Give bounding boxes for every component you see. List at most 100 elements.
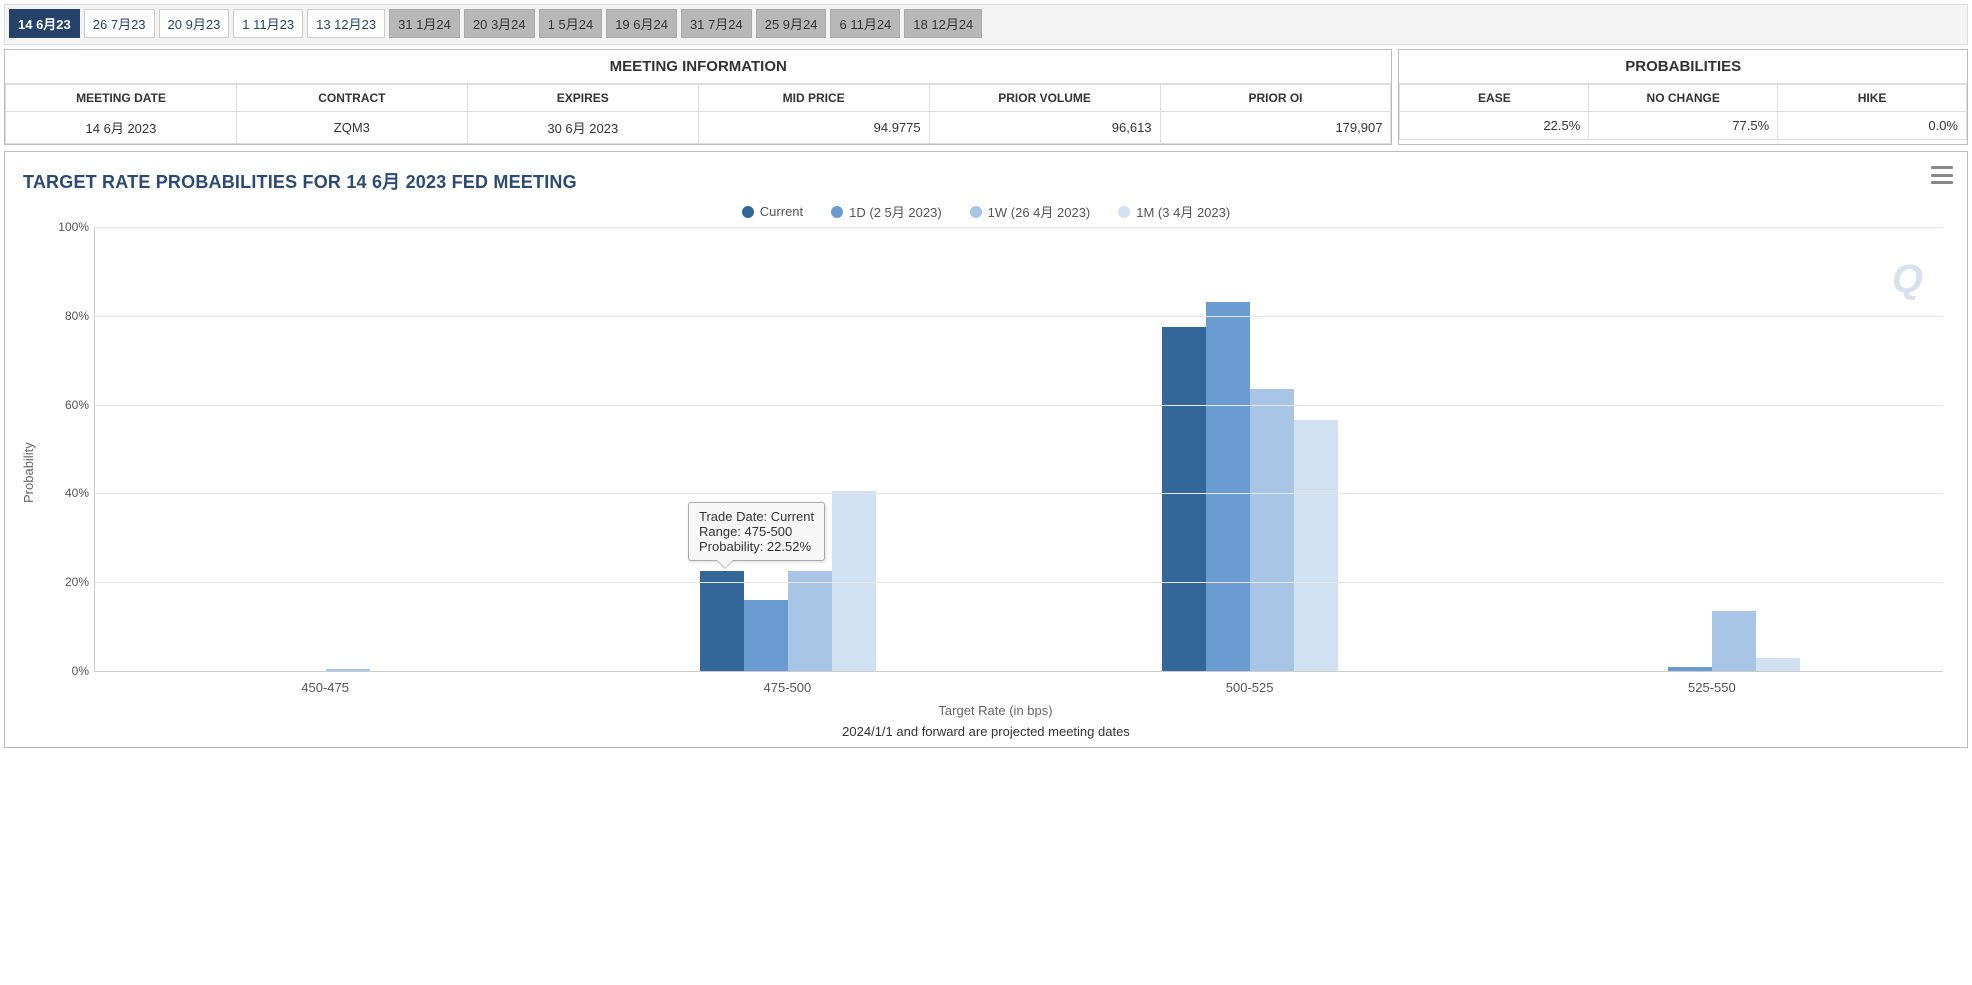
bar-w1[interactable] [788,571,832,671]
col-header: CONTRACT [236,85,467,112]
bar-d1[interactable] [744,600,788,671]
info-panels: MEETING INFORMATION MEETING DATECONTRACT… [4,49,1968,145]
y-tick: 60% [43,398,89,412]
x-tick: 525-550 [1481,672,1943,695]
bar-d1[interactable] [1206,302,1250,671]
y-tick: 40% [43,486,89,500]
cell-no-change: 77.5% [1589,112,1778,140]
legend-swatch-icon [1118,206,1130,218]
x-tick: 475-500 [556,672,1018,695]
tab-meeting-11[interactable]: 6 11月24 [830,9,900,38]
bar-current[interactable]: Trade Date: CurrentRange: 475-500Probabi… [700,571,744,671]
plot-area: Q Trade Date: CurrentRange: 475-500Proba… [94,227,1943,672]
x-axis-label: Target Rate (in bps) [38,703,1953,718]
legend-swatch-icon [970,206,982,218]
meeting-info-table: MEETING DATECONTRACTEXPIRESMID PRICEPRIO… [5,84,1391,144]
col-header: HIKE [1778,85,1967,112]
cell-meeting-date: 14 6月 2023 [6,112,237,144]
col-header: MID PRICE [698,85,929,112]
bars: Trade Date: CurrentRange: 475-500Probabi… [700,227,876,671]
y-axis-label: Probability [19,227,38,718]
col-header: PRIOR VOLUME [929,85,1160,112]
chart-tooltip: Trade Date: CurrentRange: 475-500Probabi… [688,502,825,561]
tooltip-line: Trade Date: Current [699,509,814,524]
tab-meeting-3[interactable]: 1 11月23 [233,9,303,38]
bar-current[interactable] [1162,327,1206,671]
chart-footnote: 2024/1/1 and forward are projected meeti… [19,718,1953,741]
x-ticks: 450-475475-500500-525525-550 [94,672,1943,695]
chart-title: TARGET RATE PROBABILITIES FOR 14 6月 2023… [23,168,1953,194]
bar-w1[interactable] [1250,389,1294,671]
cell-prior-oi: 179,907 [1160,112,1391,144]
cell-contract: ZQM3 [236,112,467,144]
tab-meeting-12[interactable]: 18 12月24 [904,9,982,38]
tooltip-line: Range: 475-500 [699,524,814,539]
cell-ease: 22.5% [1400,112,1589,140]
tab-meeting-7[interactable]: 1 5月24 [539,9,603,38]
legend-item-w1[interactable]: 1W (26 4月 2023) [970,202,1091,221]
legend-label: 1D (2 5月 2023) [849,202,942,221]
tab-meeting-1[interactable]: 26 7月23 [84,9,155,38]
legend-label: 1M (3 4月 2023) [1136,202,1230,221]
bar-group-525-550 [1481,227,1943,671]
y-tick: 100% [43,220,89,234]
meeting-info-panel: MEETING INFORMATION MEETING DATECONTRACT… [4,49,1392,145]
chart-legend: Current 1D (2 5月 2023) 1W (26 4月 2023) 1M (… [19,202,1953,221]
plot: Q Trade Date: CurrentRange: 475-500Proba… [38,227,1953,718]
grid-line [95,227,1943,228]
legend-item-d1[interactable]: 1D (2 5月 2023) [831,202,942,221]
meeting-info-title: MEETING INFORMATION [5,50,1391,84]
legend-label: 1W (26 4月 2023) [988,202,1091,221]
bar-m1[interactable] [1756,658,1800,671]
legend-item-current[interactable]: Current [742,202,803,221]
tab-meeting-6[interactable]: 20 3月24 [464,9,535,38]
tab-meeting-9[interactable]: 31 7月24 [681,9,752,38]
bar-d1[interactable] [1668,667,1712,671]
col-header: NO CHANGE [1589,85,1778,112]
bar-w1[interactable] [326,669,370,671]
grid-line [95,405,1943,406]
x-tick: 450-475 [94,672,556,695]
x-tick: 500-525 [1019,672,1481,695]
bar-w1[interactable] [1712,611,1756,671]
tab-meeting-8[interactable]: 19 6月24 [606,9,677,38]
grid-line [95,493,1943,494]
col-header: EXPIRES [467,85,698,112]
cell-prior-volume: 96,613 [929,112,1160,144]
tooltip-line: Probability: 22.52% [699,539,814,554]
tab-meeting-10[interactable]: 25 9月24 [756,9,827,38]
legend-label: Current [760,204,803,219]
col-header: PRIOR OI [1160,85,1391,112]
bars [238,227,414,671]
y-tick: 80% [43,309,89,323]
cell-hike: 0.0% [1778,112,1967,140]
bars [1162,227,1338,671]
bar-m1[interactable] [1294,420,1338,671]
bars [1624,227,1800,671]
legend-item-m1[interactable]: 1M (3 4月 2023) [1118,202,1230,221]
cell-expires: 30 6月 2023 [467,112,698,144]
tab-meeting-5[interactable]: 31 1月24 [389,9,460,38]
probabilities-title: PROBABILITIES [1399,50,1967,84]
meeting-date-tabs: 14 6月2326 7月2320 9月231 11月2313 12月2331 1… [4,4,1968,45]
legend-swatch-icon [831,206,843,218]
tab-meeting-0[interactable]: 14 6月23 [9,9,80,38]
probabilities-panel: PROBABILITIES EASENO CHANGEHIKE 22.5% 77… [1398,49,1968,145]
probabilities-table: EASENO CHANGEHIKE 22.5% 77.5% 0.0% [1399,84,1967,140]
tab-meeting-2[interactable]: 20 9月23 [159,9,230,38]
legend-swatch-icon [742,206,754,218]
chart-menu-icon[interactable] [1931,166,1953,184]
cell-mid-price: 94.9775 [698,112,929,144]
bar-group-450-475 [95,227,557,671]
grid-line [95,582,1943,583]
col-header: EASE [1400,85,1589,112]
bar-m1[interactable] [832,491,876,671]
y-tick: 20% [43,575,89,589]
tab-meeting-4[interactable]: 13 12月23 [307,9,385,38]
bar-groups: Trade Date: CurrentRange: 475-500Probabi… [95,227,1943,671]
plot-wrap: Probability Q Trade Date: CurrentRange: … [19,227,1953,718]
grid-line [95,316,1943,317]
bar-group-475-500: Trade Date: CurrentRange: 475-500Probabi… [557,227,1019,671]
chart-panel: TARGET RATE PROBABILITIES FOR 14 6月 2023… [4,151,1968,748]
col-header: MEETING DATE [6,85,237,112]
